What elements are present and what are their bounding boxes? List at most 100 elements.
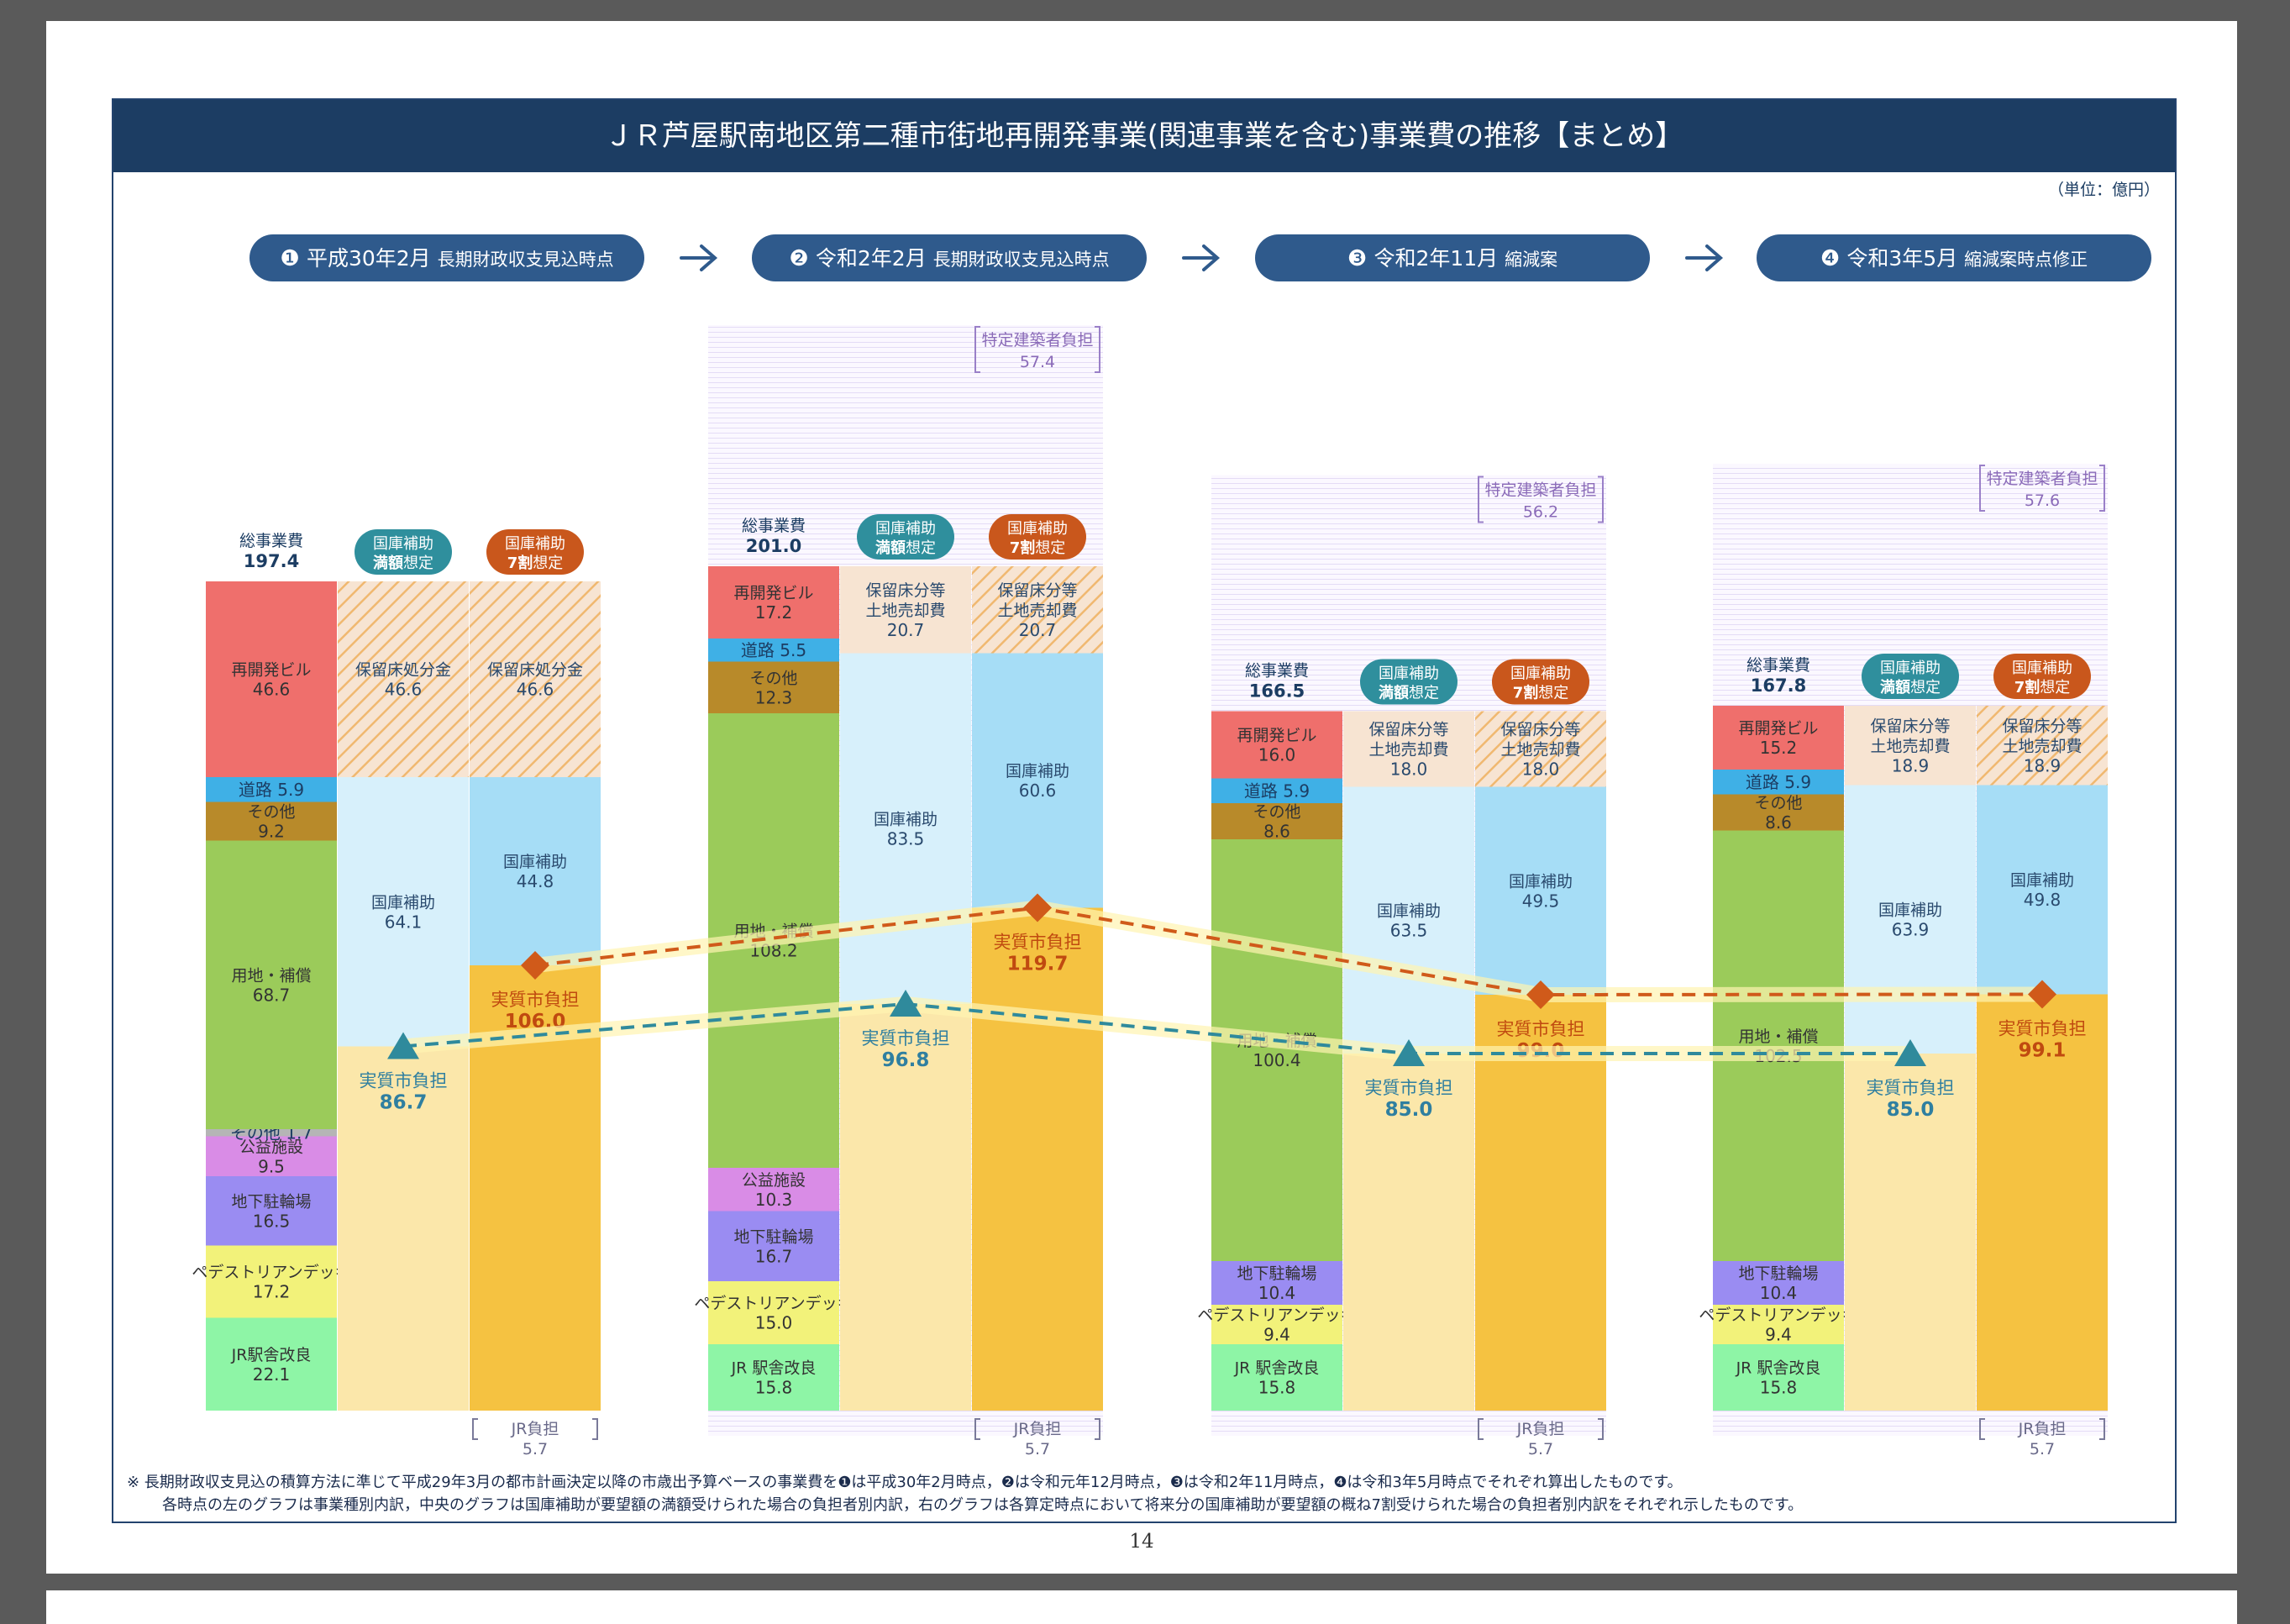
segment-label: 保留床処分金	[355, 661, 451, 680]
stage-date: 令和2年11月	[1373, 246, 1505, 271]
bar-segment	[1713, 1305, 1844, 1344]
segment-value: 10.3	[755, 1190, 793, 1210]
city-burden-70-label: 実質市負担	[1497, 1019, 1585, 1039]
segment-label: 保留床処分金	[487, 661, 583, 680]
bar-segment	[708, 639, 839, 662]
segment-label: JR 駅舎改良	[731, 1359, 817, 1378]
segment-label: 国庫補助	[874, 810, 938, 828]
badge-70-subsidy	[1492, 659, 1589, 705]
badge-70-subsidy-line2: 7割想定	[1513, 684, 1569, 702]
badge-full-subsidy-line1: 国庫補助	[875, 520, 936, 538]
badge-70-subsidy-line1: 国庫補助	[505, 535, 565, 553]
page-number: 14	[1129, 1531, 1154, 1553]
jr-burden-label: JR負担	[2018, 1420, 2067, 1438]
segment-label-inline: 道路 5.9	[1746, 772, 1811, 792]
bar-segment	[206, 1136, 337, 1176]
segment-label: 地下駐輪場	[231, 1192, 311, 1211]
segment-label: JR駅舎改良	[231, 1346, 312, 1364]
segment-value: 49.8	[2024, 890, 2062, 910]
city-burden-70-label: 実質市負担	[994, 933, 1082, 953]
segment-label: その他	[1754, 794, 1802, 812]
jr-burden-bracket	[974, 1418, 1100, 1440]
segment-label: 土地売却費	[865, 602, 945, 620]
badge-strong: 満額	[373, 554, 403, 572]
segment-label: 土地売却費	[2002, 737, 2082, 755]
bar-segment	[206, 801, 337, 841]
segment-label: 国庫補助	[1509, 872, 1573, 891]
stage-label-2: ❷ 令和2年2月 長期財政収支見込時点	[789, 246, 1109, 271]
bar-segment	[1211, 778, 1342, 803]
footnote-2: 各時点の左のグラフは事業種別内訳，中央のグラフは国庫補助が要望額の満額受けられた…	[162, 1496, 1804, 1514]
jr-burden-bracket	[472, 1418, 598, 1440]
next-page-edge	[46, 1590, 2237, 1624]
badge-strong: 7割	[2014, 678, 2041, 696]
segment-label: 国庫補助	[1006, 762, 1069, 780]
stage-desc: 長期財政収支見込時点	[438, 250, 614, 270]
segment-label: 再開発ビル	[1237, 727, 1316, 745]
total-cost-value: 201.0	[746, 536, 801, 556]
segment-value: 17.2	[253, 1282, 291, 1302]
slide-frame: ＪＲ芦屋駅南地区第二種市街地再開発事業(関連事業を含む)事業費の推移【まとめ】 …	[112, 98, 2177, 1523]
badge-strong: 満額	[1880, 678, 1910, 696]
badge-70-subsidy	[989, 514, 1086, 560]
city-burden-70-label: 実質市負担	[491, 990, 580, 1010]
bar-segment	[972, 566, 1103, 654]
segment-value: 15.0	[755, 1313, 793, 1333]
special-builder-bracket	[1979, 465, 2105, 512]
bar-segment	[206, 1317, 337, 1411]
special-builder-value: 57.4	[1020, 353, 1055, 371]
jr-burden-bracket	[1979, 1418, 2105, 1440]
seventy-subsidy-trend-line	[534, 906, 2043, 997]
badge-full-subsidy-line2: 満額想定	[373, 554, 433, 572]
bar-segment	[1977, 785, 2108, 995]
segment-value: 63.5	[1390, 920, 1428, 940]
unit-label: （単位：億円）	[2047, 181, 2160, 199]
segment-value: 18.0	[1522, 759, 1560, 780]
stage-pill-4	[1757, 234, 2151, 281]
segment-value: 83.5	[887, 828, 925, 849]
special-builder-label: 特定建築者負担	[1986, 470, 2098, 488]
segment-value: 46.6	[385, 680, 423, 700]
segment-value: 10.4	[1760, 1283, 1798, 1303]
total-cost-value: 166.5	[1249, 681, 1305, 702]
triangle-marker	[890, 990, 922, 1017]
bar-segment	[1713, 794, 1844, 831]
segment-value: 49.5	[1522, 891, 1560, 911]
segment-value: 46.6	[253, 680, 291, 700]
city-burden-70-value: 119.7	[1007, 954, 1069, 975]
segment-label: その他	[247, 803, 295, 822]
segment-label: JR 駅舎改良	[1736, 1359, 1821, 1378]
total-cost-label: 総事業費	[1245, 662, 1309, 681]
segment-value: 20.7	[1019, 620, 1057, 640]
segment-value: 18.9	[2024, 755, 2062, 775]
segment-value: 17.2	[755, 602, 793, 623]
badge-strong: 7割	[507, 554, 533, 572]
badge-70-subsidy-line1: 国庫補助	[2012, 660, 2072, 677]
segment-label: ペデストリアンデッキ	[1699, 1306, 1857, 1325]
bar-segment	[206, 1176, 337, 1246]
diamond-marker	[521, 951, 549, 980]
segment-label: 国庫補助	[2010, 871, 2074, 890]
document-page: ＪＲ芦屋駅南地区第二種市街地再開発事業(関連事業を含む)事業費の推移【まとめ】 …	[46, 21, 2237, 1574]
city-burden-full-label: 実質市負担	[1867, 1078, 1955, 1098]
segment-label: 公益施設	[742, 1171, 806, 1190]
badge-normal: 想定	[2040, 679, 2070, 696]
stage-num: ❸	[1347, 246, 1374, 271]
total-cost-label: 総事業費	[742, 517, 806, 535]
segment-label: 地下駐輪場	[1738, 1264, 1818, 1283]
bar-segment	[708, 1211, 839, 1281]
city-burden-full-label: 実質市負担	[862, 1028, 950, 1049]
bar-segment	[470, 581, 601, 777]
badge-normal: 想定	[1538, 685, 1568, 702]
segment-value: 8.6	[1765, 812, 1792, 833]
bar-segment	[840, 566, 971, 654]
badge-full-subsidy-line1: 国庫補助	[1880, 660, 1941, 677]
segment-value: 9.4	[1765, 1325, 1792, 1345]
jr-burden-value: 5.7	[1528, 1440, 1553, 1458]
page-title: ＪＲ芦屋駅南地区第二種市街地再開発事業(関連事業を含む)事業費の推移【まとめ】	[604, 119, 1684, 153]
badge-strong: 7割	[1513, 684, 1539, 702]
city-burden-full-value: 86.7	[380, 1092, 428, 1114]
segment-value: 22.1	[253, 1364, 291, 1385]
segment-label: 土地売却費	[1870, 737, 1950, 755]
bar-segment	[1977, 706, 2108, 786]
